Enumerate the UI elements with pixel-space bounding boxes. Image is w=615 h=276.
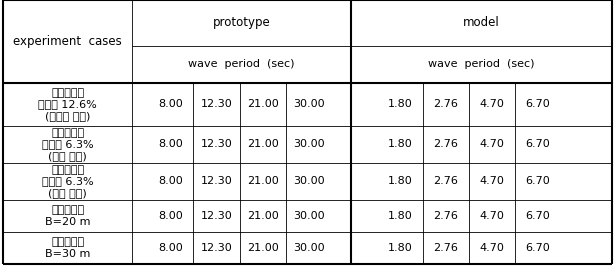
Text: 6.70: 6.70 <box>526 139 550 149</box>
Text: 21.00: 21.00 <box>247 243 279 253</box>
Text: 30.00: 30.00 <box>293 211 325 221</box>
Text: 6.70: 6.70 <box>526 243 550 253</box>
Text: 12.30: 12.30 <box>200 99 232 109</box>
Text: 8.00: 8.00 <box>158 211 183 221</box>
Text: wave  period  (sec): wave period (sec) <box>188 59 295 69</box>
Text: 1.80: 1.80 <box>387 99 412 109</box>
Text: prototype: prototype <box>213 16 270 29</box>
Text: 30.00: 30.00 <box>293 243 325 253</box>
Text: 30.00: 30.00 <box>293 99 325 109</box>
Text: 4.70: 4.70 <box>480 211 504 221</box>
Text: 30.00: 30.00 <box>293 139 325 149</box>
Text: 사석경사제
B=20 m: 사석경사제 B=20 m <box>45 205 90 227</box>
Text: 1.80: 1.80 <box>387 139 412 149</box>
Text: 유공케이슨
공극률 12.6%
(상하단 개방): 유공케이슨 공극률 12.6% (상하단 개방) <box>38 87 97 121</box>
Text: 21.00: 21.00 <box>247 176 279 187</box>
Text: 1.80: 1.80 <box>387 243 412 253</box>
Text: 21.00: 21.00 <box>247 139 279 149</box>
Text: 2.76: 2.76 <box>434 139 458 149</box>
Text: 2.76: 2.76 <box>434 99 458 109</box>
Text: 2.76: 2.76 <box>434 211 458 221</box>
Text: 6.70: 6.70 <box>526 99 550 109</box>
Text: 12.30: 12.30 <box>200 139 232 149</box>
Text: 1.80: 1.80 <box>387 176 412 187</box>
Text: 2.76: 2.76 <box>434 176 458 187</box>
Text: wave  period  (sec): wave period (sec) <box>428 59 534 69</box>
Text: 4.70: 4.70 <box>480 243 504 253</box>
Text: 8.00: 8.00 <box>158 99 183 109</box>
Text: experiment  cases: experiment cases <box>14 35 122 48</box>
Text: 4.70: 4.70 <box>480 176 504 187</box>
Text: 8.00: 8.00 <box>158 243 183 253</box>
Text: 사석경사제
B=30 m: 사석경사제 B=30 m <box>45 237 90 259</box>
Text: 6.70: 6.70 <box>526 176 550 187</box>
Text: model: model <box>463 16 499 29</box>
Text: 6.70: 6.70 <box>526 211 550 221</box>
Text: 유공케이슨
공극률 6.3%
(상단 개방): 유공케이슨 공극률 6.3% (상단 개방) <box>42 165 93 198</box>
Text: 8.00: 8.00 <box>158 139 183 149</box>
Text: 30.00: 30.00 <box>293 176 325 187</box>
Text: 4.70: 4.70 <box>480 99 504 109</box>
Text: 12.30: 12.30 <box>200 176 232 187</box>
Text: 12.30: 12.30 <box>200 243 232 253</box>
Text: 1.80: 1.80 <box>387 211 412 221</box>
Text: 21.00: 21.00 <box>247 211 279 221</box>
Text: 8.00: 8.00 <box>158 176 183 187</box>
Text: 21.00: 21.00 <box>247 99 279 109</box>
Text: 4.70: 4.70 <box>480 139 504 149</box>
Text: 2.76: 2.76 <box>434 243 458 253</box>
Text: 12.30: 12.30 <box>200 211 232 221</box>
Text: 유공케이슨
공극률 6.3%
(하단 개방): 유공케이슨 공극률 6.3% (하단 개방) <box>42 128 93 161</box>
